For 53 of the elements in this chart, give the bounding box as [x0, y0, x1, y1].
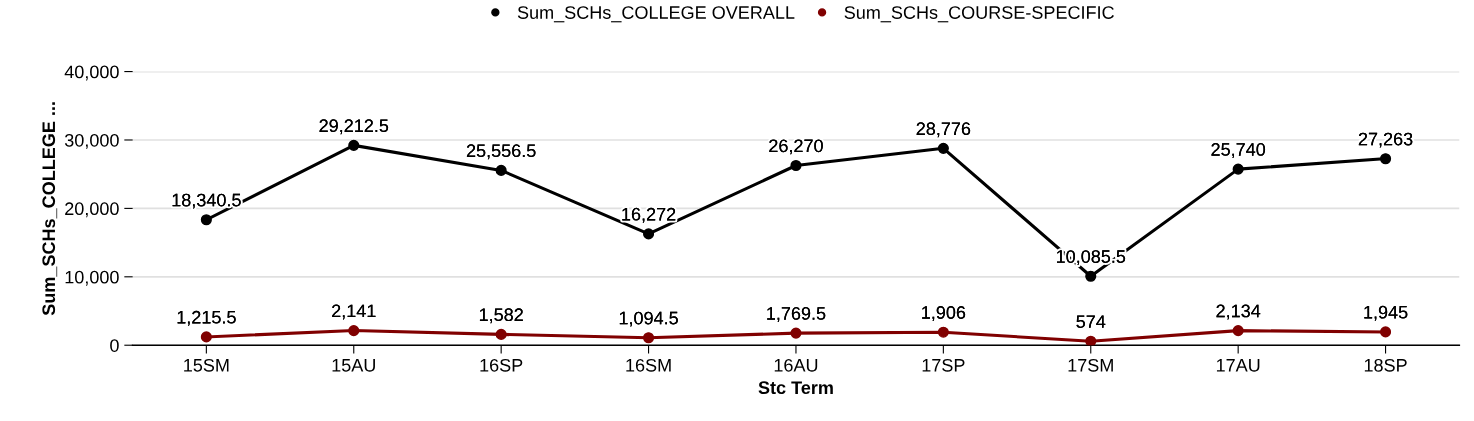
data-label: 1,945: [1364, 305, 1408, 321]
data-label: 29,212.5: [319, 119, 389, 135]
x-tick-label: 17AU: [1216, 359, 1260, 372]
legend-label: Sum_SCHs_COURSE-SPECIFIC: [844, 6, 1114, 23]
point: [643, 332, 655, 344]
point: [1085, 270, 1097, 282]
x-axis-title: Stc Term: [758, 381, 833, 395]
point: [937, 326, 949, 338]
data-label: 1,094.5: [619, 311, 678, 327]
data-label: 1,769.5: [767, 307, 826, 322]
x-tick-label: 16SP: [480, 358, 523, 372]
y-tick-label: 20,000: [65, 202, 119, 218]
point: [1380, 153, 1392, 165]
data-label: 26,270: [769, 139, 823, 155]
x-tick-label: 17SP: [922, 358, 965, 372]
data-label: 2,141: [332, 304, 376, 320]
point: [1380, 326, 1392, 338]
point: [790, 159, 802, 172]
point: [790, 327, 802, 339]
x-tick-label: 15AU: [332, 359, 375, 372]
data-label: 16,272: [622, 207, 676, 223]
point: [495, 164, 507, 176]
point: [348, 325, 360, 337]
data-label: 18,340.5: [172, 193, 241, 209]
data-label: 25,556.5: [466, 144, 536, 160]
y-tick-label: 30,000: [64, 133, 119, 149]
x-tick-label: 16SM: [626, 358, 671, 372]
point: [495, 328, 507, 340]
legend-label: Sum_SCHs_COLLEGE OVERALL: [517, 6, 795, 23]
y-tick-label: 0: [110, 339, 119, 352]
data-label: 1,215.5: [177, 310, 236, 326]
x-tick-label: 17SM: [1068, 358, 1113, 372]
point: [1232, 325, 1244, 337]
y-tick-label: 40,000: [64, 65, 119, 81]
point: [1085, 335, 1097, 346]
data-label: 28,776: [916, 122, 971, 138]
y-axis-title: Sum_SCHs_COLLEGE ...: [42, 102, 58, 316]
data-label: 27,263: [1358, 132, 1413, 148]
data-label: 2,134: [1216, 304, 1261, 320]
data-label: 1,582: [479, 308, 523, 324]
x-tick-label: 16AU: [774, 358, 818, 372]
point: [643, 228, 655, 240]
point: [200, 214, 212, 226]
point: [200, 331, 212, 343]
point: [1232, 163, 1244, 175]
point: [348, 139, 360, 151]
x-tick-label: 18SP: [1364, 358, 1407, 372]
data-label: 1,906: [922, 306, 966, 322]
data-label: 574: [1076, 315, 1106, 328]
data-label: 25,740: [1211, 143, 1266, 158]
point: [937, 142, 949, 154]
x-tick-label: 15SM: [184, 358, 229, 372]
y-tick-label: 10,000: [65, 270, 119, 286]
